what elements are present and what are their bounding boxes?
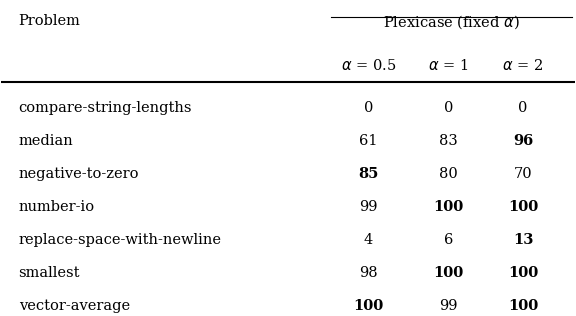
Text: Plexicase (fixed $\it{\alpha}$): Plexicase (fixed $\it{\alpha}$) xyxy=(383,14,520,31)
Text: 70: 70 xyxy=(514,167,532,181)
Text: Problem: Problem xyxy=(18,14,81,27)
Text: 99: 99 xyxy=(359,200,377,214)
Text: 0: 0 xyxy=(518,101,528,115)
Text: 83: 83 xyxy=(439,134,458,148)
Text: 100: 100 xyxy=(508,200,538,214)
Text: 100: 100 xyxy=(433,266,464,280)
Text: $\it{\alpha}$ = 0.5: $\it{\alpha}$ = 0.5 xyxy=(340,58,396,73)
Text: 80: 80 xyxy=(439,167,458,181)
Text: 85: 85 xyxy=(358,167,378,181)
Text: negative-to-zero: negative-to-zero xyxy=(18,167,139,181)
Text: replace-space-with-newline: replace-space-with-newline xyxy=(18,233,222,247)
Text: number-io: number-io xyxy=(18,200,94,214)
Text: smallest: smallest xyxy=(18,266,80,280)
Text: 99: 99 xyxy=(439,299,458,313)
Text: $\it{\alpha}$ = 1: $\it{\alpha}$ = 1 xyxy=(429,58,469,73)
Text: 4: 4 xyxy=(363,233,373,247)
Text: 0: 0 xyxy=(444,101,453,115)
Text: compare-string-lengths: compare-string-lengths xyxy=(18,101,192,115)
Text: 100: 100 xyxy=(508,266,538,280)
Text: vector-average: vector-average xyxy=(18,299,130,313)
Text: 13: 13 xyxy=(513,233,533,247)
Text: 0: 0 xyxy=(363,101,373,115)
Text: median: median xyxy=(18,134,73,148)
Text: 6: 6 xyxy=(444,233,453,247)
Text: 100: 100 xyxy=(353,299,384,313)
Text: 98: 98 xyxy=(359,266,377,280)
Text: 96: 96 xyxy=(513,134,533,148)
Text: 100: 100 xyxy=(508,299,538,313)
Text: 61: 61 xyxy=(359,134,377,148)
Text: $\it{\alpha}$ = 2: $\it{\alpha}$ = 2 xyxy=(502,58,544,73)
Text: 100: 100 xyxy=(433,200,464,214)
